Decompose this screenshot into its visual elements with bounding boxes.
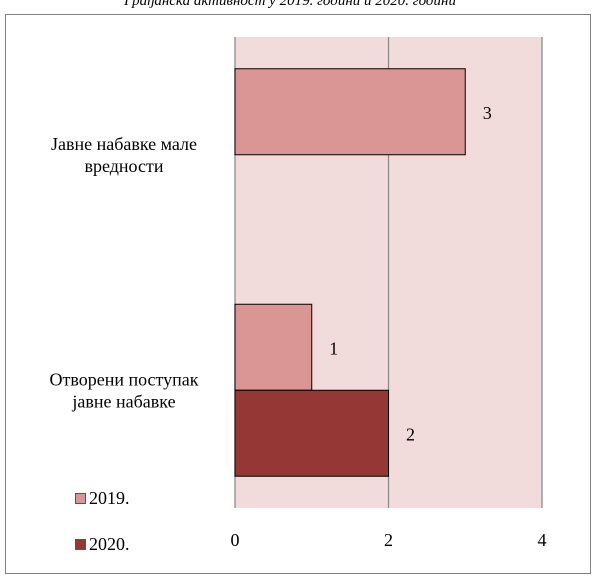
legend-item-2019: 2019. — [75, 488, 130, 509]
chart-caption: Грађанска активност у 2019. години и 202… — [124, 0, 456, 9]
x-tick-label-4: 4 — [538, 530, 547, 550]
category-label-0-line-0: Јавне набавке мале — [51, 134, 197, 154]
legend-swatch-2020 — [75, 539, 86, 550]
legend-item-2020: 2020. — [75, 534, 130, 555]
legend-swatch-2019 — [75, 493, 86, 504]
bar-2019-cat1 — [234, 303, 313, 391]
bar-2020-cat1 — [234, 389, 389, 477]
bar-2019-cat0 — [234, 68, 466, 156]
chart-frame — [5, 14, 591, 574]
x-tick-label-0: 0 — [231, 530, 240, 550]
legend-label-2019: 2019. — [89, 488, 130, 508]
x-tick-label-2: 2 — [384, 530, 393, 550]
data-label-2019-cat0: 3 — [483, 103, 492, 123]
data-label-2019-cat1: 1 — [329, 338, 338, 358]
data-label-2020-cat1: 2 — [406, 424, 415, 444]
category-label-1-line-1: јавне набавке — [71, 391, 175, 411]
category-label-0-line-1: вредности — [85, 156, 164, 176]
legend-label-2020: 2020. — [89, 534, 130, 554]
category-label-1-line-0: Отворени поступак — [49, 369, 198, 389]
